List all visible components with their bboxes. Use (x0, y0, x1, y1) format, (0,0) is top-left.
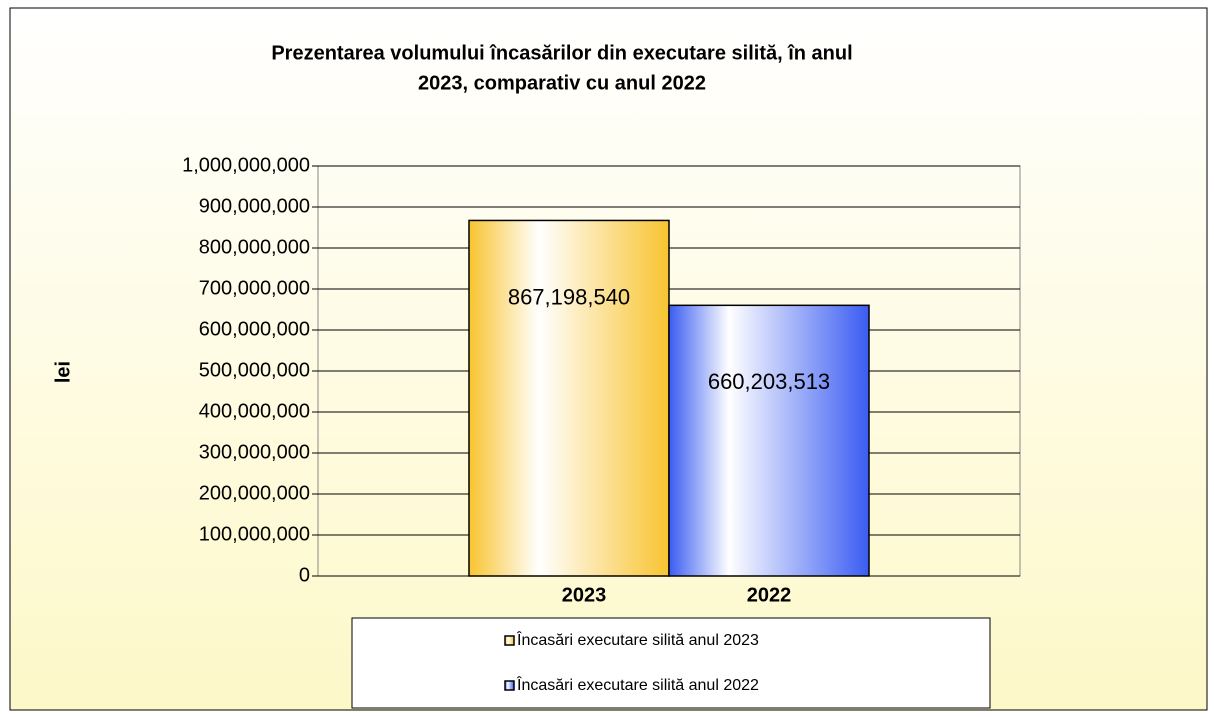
chart-title: Prezentarea volumului încasărilor din ex… (271, 42, 852, 64)
y-tick-label: 500,000,000 (199, 359, 310, 381)
y-tick-label: 0 (299, 564, 310, 586)
y-tick-label: 200,000,000 (199, 482, 310, 504)
y-tick-label: 400,000,000 (199, 400, 310, 422)
y-tick-label: 800,000,000 (199, 236, 310, 258)
data-label: 660,203,513 (708, 369, 830, 394)
legend-swatch (504, 680, 515, 691)
legend-label: Încasări executare silită anul 2023 (516, 630, 759, 649)
x-tick-label: 2023 (562, 584, 607, 606)
y-tick-label: 600,000,000 (199, 318, 310, 340)
x-tick-label: 2022 (747, 584, 792, 606)
y-tick-label: 300,000,000 (199, 441, 310, 463)
legend (351, 617, 991, 709)
bar (468, 219, 670, 577)
data-label: 867,198,540 (508, 284, 630, 309)
bar (668, 304, 870, 577)
chart-title: 2023, comparativ cu anul 2022 (418, 72, 706, 94)
y-axis-label: lei (52, 361, 74, 383)
legend-label: Încasări executare silită anul 2022 (516, 675, 759, 694)
y-tick-label: 700,000,000 (199, 277, 310, 299)
y-tick-label: 100,000,000 (199, 523, 310, 545)
y-tick-label: 900,000,000 (199, 195, 310, 217)
legend-swatch (504, 635, 515, 646)
y-tick-label: 1,000,000,000 (182, 154, 310, 176)
